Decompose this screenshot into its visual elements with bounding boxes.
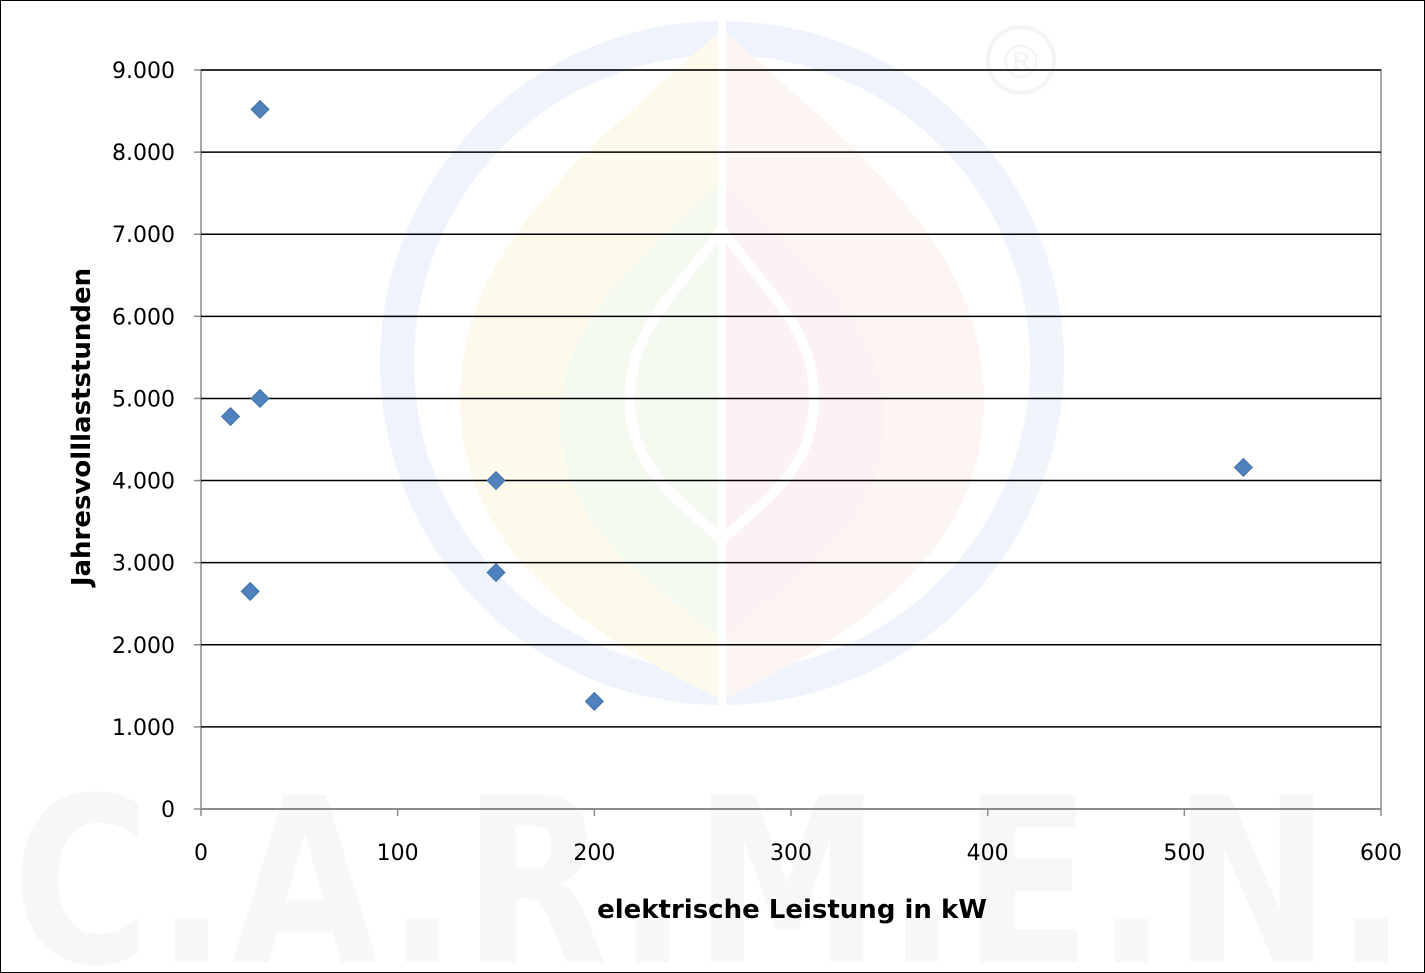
data-point bbox=[486, 470, 506, 491]
data-point bbox=[250, 99, 270, 119]
x-axis-title: elektrische Leistung in kW bbox=[597, 895, 987, 925]
x-axis: 0 100 200 300 400 500 600 bbox=[194, 808, 1402, 866]
data-point bbox=[220, 406, 241, 427]
y-axis-title: Jahresvolllaststunden bbox=[67, 268, 97, 588]
registered-mark-icon bbox=[986, 25, 1056, 95]
x-tick-label: 500 bbox=[1163, 841, 1205, 866]
y-tick-label: 5.000 bbox=[112, 387, 175, 412]
y-tick-label: 9.000 bbox=[112, 59, 175, 84]
data-point bbox=[240, 581, 260, 601]
x-tick-label: 400 bbox=[967, 841, 1009, 866]
data-point bbox=[486, 562, 506, 583]
data-point bbox=[250, 388, 270, 409]
registered-mark-text: ® bbox=[998, 35, 1044, 89]
y-tick-label: 8.000 bbox=[112, 141, 175, 166]
x-tick-label: 600 bbox=[1360, 841, 1402, 866]
data-points bbox=[220, 99, 1253, 712]
x-tick-label: 200 bbox=[573, 841, 615, 866]
logo-left-leaf-icon bbox=[560, 180, 722, 640]
y-tick-label: 6.000 bbox=[112, 305, 175, 330]
watermark-text: C.A.R.M.E.N. bbox=[12, 750, 1412, 973]
logo-right-leaf-icon bbox=[722, 180, 884, 640]
gridlines bbox=[201, 69, 1381, 728]
y-tick-label: 1.000 bbox=[112, 716, 175, 741]
plot-area: 0 100 200 300 400 500 600 0 1.000 2.000 3.000 4.00… bbox=[112, 59, 1402, 866]
y-tick-label: 7.000 bbox=[112, 223, 175, 248]
x-tick-label: 100 bbox=[377, 841, 419, 866]
y-tick-label: 0 bbox=[161, 798, 175, 823]
data-point bbox=[1233, 457, 1253, 477]
y-axis: 0 1.000 2.000 3.000 4.000 5.000 6.000 7.000 8.00… bbox=[112, 59, 201, 823]
data-point bbox=[584, 691, 604, 712]
y-tick-label: 2.000 bbox=[112, 634, 175, 659]
carmen-logo-watermark: ® C.A.R.M.E.N. bbox=[12, 20, 1412, 973]
y-tick-label: 4.000 bbox=[112, 470, 175, 495]
x-tick-label: 300 bbox=[770, 841, 812, 866]
y-tick-label: 3.000 bbox=[112, 552, 175, 577]
x-tick-label: 0 bbox=[194, 841, 208, 866]
